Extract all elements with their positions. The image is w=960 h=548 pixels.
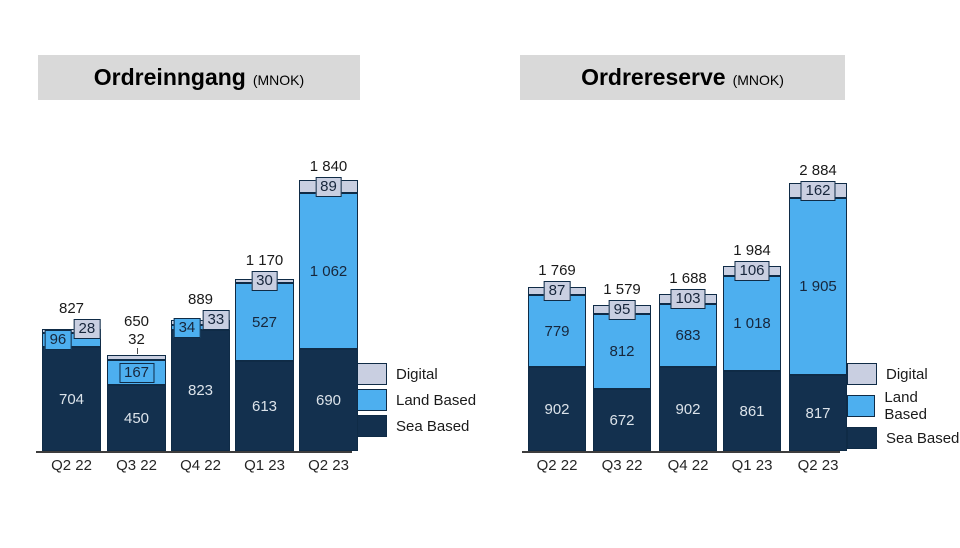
bar-total-label: 1 840 bbox=[309, 157, 348, 175]
label-leader-line bbox=[136, 348, 138, 354]
legend-label: Land Based bbox=[884, 389, 927, 423]
bar-segment-digital bbox=[171, 320, 230, 325]
segment-value-label-box: 95 bbox=[608, 299, 636, 320]
bar-segment-land bbox=[299, 193, 358, 349]
sea-based-swatch-icon bbox=[847, 427, 877, 449]
legend-item-land-based: Land Based bbox=[847, 389, 960, 423]
segment-value-label-box: 162 bbox=[800, 180, 836, 201]
land-based-swatch-icon bbox=[357, 389, 387, 411]
legend: Digital Land Based Sea Based bbox=[847, 363, 960, 449]
segment-value-label-box: 28 bbox=[73, 319, 101, 339]
legend-item-sea-based: Sea Based bbox=[847, 427, 960, 449]
legend-label: Digital bbox=[396, 365, 438, 383]
bar-segment-sea bbox=[528, 367, 586, 451]
bar-total-label: 2 884 bbox=[799, 161, 837, 179]
chart-title: Ordreinngang bbox=[93, 64, 246, 90]
category-label: Q2 22 bbox=[51, 457, 92, 474]
digital-swatch-icon bbox=[357, 363, 387, 385]
category-label: Q1 23 bbox=[731, 457, 773, 474]
segment-value-label-box: 33 bbox=[202, 310, 230, 330]
bar-total-label: 1 170 bbox=[245, 252, 284, 269]
bar-segment-digital bbox=[107, 355, 166, 360]
chart-unit-label: (MNOK) bbox=[252, 71, 305, 88]
legend-item-digital: Digital bbox=[357, 363, 476, 385]
bar-segment-land bbox=[528, 295, 586, 367]
bar-segment-land bbox=[659, 304, 717, 367]
chart-title-banner: Ordrereserve (MNOK) bbox=[520, 55, 845, 100]
category-label: Q2 23 bbox=[797, 457, 839, 474]
bar-segment-land bbox=[723, 276, 781, 371]
legend: Digital Land Based Sea Based bbox=[357, 363, 476, 437]
legend-item-sea-based: Sea Based bbox=[357, 415, 476, 437]
legend-label: Sea Based bbox=[886, 429, 960, 447]
bar-segment-land bbox=[789, 198, 847, 375]
bar-total-label: 650 bbox=[123, 313, 150, 330]
bar-segment-sea bbox=[42, 347, 101, 451]
legend-item-land-based: Land Based bbox=[357, 389, 476, 411]
segment-value-label-box: 87 bbox=[543, 281, 571, 301]
bar-segment-sea bbox=[789, 375, 847, 451]
category-label: Q3 22 bbox=[601, 457, 643, 474]
bar-total-label: 1 769 bbox=[538, 262, 576, 279]
segment-value-label-box: 34 bbox=[173, 317, 201, 338]
bar-segment-land bbox=[593, 314, 651, 389]
category-label: Q1 23 bbox=[244, 457, 285, 474]
bar-segment-land bbox=[235, 283, 294, 361]
legend-label: Digital bbox=[886, 365, 928, 383]
bar-total-label: 827 bbox=[58, 300, 85, 317]
land-based-swatch-icon bbox=[847, 395, 876, 417]
chart-title: Ordrereserve bbox=[581, 64, 726, 90]
segment-value-label-box: 106 bbox=[734, 261, 770, 281]
bar-segment-sea bbox=[659, 367, 717, 451]
bar-segment-land bbox=[171, 325, 230, 330]
chart-title-banner: Ordreinngang (MNOK) bbox=[38, 55, 360, 100]
bar-total-label: 1 688 bbox=[669, 270, 707, 287]
sea-based-swatch-icon bbox=[357, 415, 387, 437]
digital-swatch-icon bbox=[847, 363, 877, 385]
category-label: Q4 22 bbox=[667, 457, 709, 474]
legend-label: Land Based bbox=[396, 391, 477, 409]
segment-value-label: 32 bbox=[128, 331, 145, 348]
x-axis-line bbox=[522, 451, 840, 453]
segment-value-label-box: 89 bbox=[315, 176, 342, 197]
category-label: Q2 23 bbox=[308, 457, 349, 474]
bar-total-label: 1 984 bbox=[733, 242, 771, 259]
legend-item-digital: Digital bbox=[847, 363, 960, 385]
bar-total-label: 889 bbox=[187, 291, 214, 308]
segment-value-label-box: 96 bbox=[44, 330, 72, 350]
category-label: Q2 22 bbox=[536, 457, 578, 474]
category-label: Q3 22 bbox=[116, 457, 157, 474]
segment-value-label-box: 30 bbox=[251, 271, 278, 291]
segment-value-label-box: 167 bbox=[118, 362, 155, 383]
bar-segment-sea bbox=[171, 330, 230, 451]
segment-value-label-box: 103 bbox=[670, 289, 706, 309]
bar-segment-digital bbox=[42, 329, 101, 333]
category-label: Q4 22 bbox=[180, 457, 221, 474]
bar-segment-sea bbox=[723, 371, 781, 451]
bar-segment-sea bbox=[107, 385, 166, 451]
bar-total-label: 1 579 bbox=[603, 280, 641, 298]
bar-segment-sea bbox=[235, 361, 294, 451]
bar-segment-sea bbox=[299, 349, 358, 451]
legend-label: Sea Based bbox=[396, 417, 470, 435]
x-axis-line bbox=[36, 451, 352, 453]
bar-segment-sea bbox=[593, 389, 651, 451]
chart-unit-label: (MNOK) bbox=[732, 71, 784, 88]
